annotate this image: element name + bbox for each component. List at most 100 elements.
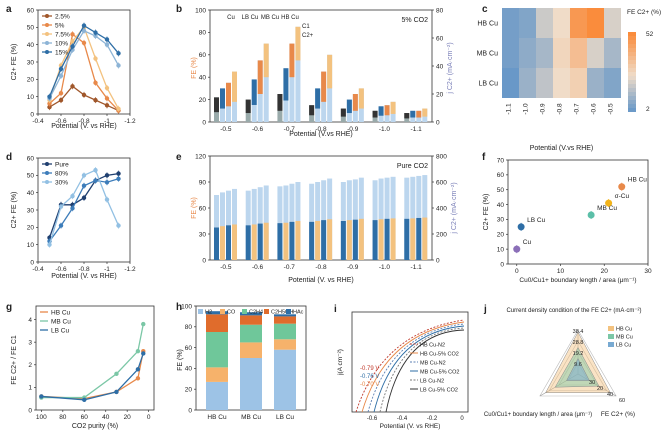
panel-d-point <box>81 195 87 201</box>
panel-b-legend-c1: C1 <box>302 24 310 30</box>
panel-c-xlabel: Potential (V.vs RHE) <box>530 145 594 152</box>
panel-a-point <box>70 44 75 49</box>
panel-f-xtick-label: 30 <box>644 268 652 275</box>
panel-a-point <box>104 96 110 101</box>
panel-d-point <box>81 173 87 178</box>
panel-d-xtick-label: -0.4 <box>32 266 44 273</box>
panel-f-ytick-label: 10 <box>497 246 505 253</box>
panel-c-cell <box>570 8 587 38</box>
panel-h-bar-segment <box>274 339 296 350</box>
panel-c-colorbar-step <box>628 36 636 40</box>
panel-c-colorbar-step <box>628 52 636 56</box>
panel-a-point <box>58 66 64 72</box>
panel-j-grid <box>539 329 617 397</box>
panel-c-colorbar-step <box>628 84 636 88</box>
panel-e-bar-c2 <box>416 217 422 260</box>
panel-c-cell <box>536 8 553 38</box>
panel-d-point <box>116 223 121 228</box>
panel-d-ytick-label: 60 <box>27 155 35 162</box>
panel-i-xtick-label: 0 <box>460 416 464 422</box>
panel-f-ytick-label: 40 <box>497 202 505 209</box>
panel-a-point <box>58 73 64 79</box>
panel-e-ytick-right-label: 400 <box>436 205 447 212</box>
panel-b-bar-c2 <box>410 110 416 118</box>
panel-h-legend-label: HAc <box>293 310 304 316</box>
panel-i-label: i <box>334 304 337 315</box>
panel-b-ytick-right-label: 20 <box>436 91 444 98</box>
panel-b-ytick-label: 0 <box>202 119 206 126</box>
panel-d-legend-label: 80% <box>55 171 68 178</box>
panel-g-point <box>135 367 141 372</box>
panel-a-ytick-label: 20 <box>27 77 35 84</box>
panel-e-xtick-label: -1.0 <box>379 264 391 271</box>
panel-f-xtick-label: 10 <box>557 268 565 275</box>
panel-i-ylabel: j(A cm⁻²) <box>337 349 344 376</box>
panel-b-bar-c2 <box>358 88 364 109</box>
panel-a-point <box>93 97 98 103</box>
panel-a-point <box>70 32 75 37</box>
panel-e-bar-c2 <box>289 221 295 260</box>
panel-b-bar-c2 <box>277 94 283 111</box>
panel-e-bar-c2 <box>327 219 333 260</box>
panel-j-title: Current density condition of the FE C2+ … <box>506 308 641 314</box>
panel-c-colorbar-step <box>628 88 636 92</box>
panel-c-cell <box>587 38 604 68</box>
panel-b-ytick-right-label: 0 <box>436 119 440 126</box>
panel-i-xtick-label: -0.6 <box>367 416 378 422</box>
panel-d-ylabel: C2+ FE (%) <box>11 192 18 229</box>
panel-a-xtick-label: -1.2 <box>124 118 136 125</box>
panel-d-xtick-label: -1 <box>104 266 110 273</box>
panel-c-colorbar-step <box>628 64 636 68</box>
panel-c-colorbar-step <box>628 72 636 76</box>
panel-e-bar-c2 <box>295 221 301 260</box>
panel-b-bar-c2 <box>257 60 263 94</box>
panel-e-bar-c2 <box>220 226 225 260</box>
panel-b-xtick-label: -0.9 <box>347 126 359 133</box>
panel-a-xtick-label: -1 <box>104 118 110 125</box>
panel-g-ytick-label: 3 <box>28 339 32 346</box>
panel-h-bar-segment <box>206 367 228 382</box>
panel-g-point <box>39 394 44 399</box>
panel-j-grid <box>558 351 598 386</box>
panel-e-bar-c2 <box>384 218 390 260</box>
panel-j-axis-label: FE C2+ (%) <box>601 411 635 418</box>
panel-g-point <box>135 349 141 354</box>
panel-e-title: Pure CO2 <box>397 163 428 170</box>
panel-c-cell <box>502 68 519 98</box>
panel-c-row-label: LB Cu <box>479 81 499 88</box>
panel-b-xtick-label: -0.5 <box>220 126 232 133</box>
panel-i-curve <box>373 325 465 413</box>
panel-f-ytick-label: 50 <box>497 187 505 194</box>
panel-b-ylabel: FE (%) <box>191 57 198 79</box>
panel-c-colorbar-max: 52 <box>646 31 654 38</box>
panel-j-tick-label: 9.6 <box>574 362 582 368</box>
panel-f-point <box>618 183 626 191</box>
panel-e-bar-c2 <box>245 225 251 260</box>
panel-c-col-label: -0.8 <box>557 103 564 115</box>
panel-a-legend-marker <box>45 50 49 54</box>
panel-b-xtick-label: -0.6 <box>252 126 264 133</box>
panel-e-bar-c2 <box>352 219 358 260</box>
panel-c-cell <box>604 38 621 68</box>
panel-b-legend-cu: Cu <box>227 15 235 21</box>
panel-b-bar-c2 <box>352 94 358 111</box>
panel-f-point-label: σ-Cu <box>615 193 630 200</box>
panel-h-xtick-label: MB Cu <box>241 414 261 421</box>
panel-a-point <box>93 30 98 35</box>
panel-c-col-label: -0.7 <box>574 103 581 115</box>
panel-b-ytick-right-label: 80 <box>436 7 444 14</box>
panel-i-annotation: -0.70 V <box>360 382 379 388</box>
panel-e-label: e <box>176 152 182 163</box>
panel-a-xtick-label: -0.8 <box>78 118 90 125</box>
panel-e-ytick-right-label: 200 <box>436 231 447 238</box>
panel-e-ytick-right-label: 600 <box>436 179 447 186</box>
panel-g-ylabel: FE C2+ / FE C1 <box>11 335 18 385</box>
panel-a-legend-marker <box>45 41 49 45</box>
panel-a-ytick-label: 0 <box>30 111 34 118</box>
panel-b-ytick-label: 100 <box>195 7 206 14</box>
panel-i-curve <box>385 329 465 413</box>
panel-a-legend-marker <box>45 23 49 27</box>
panel-a-legend-label: 2.5% <box>55 14 70 21</box>
panel-b-xtick-label: -1.1 <box>411 126 423 133</box>
panel-d-xlabel: Potential (V. vs RHE) <box>51 273 117 280</box>
